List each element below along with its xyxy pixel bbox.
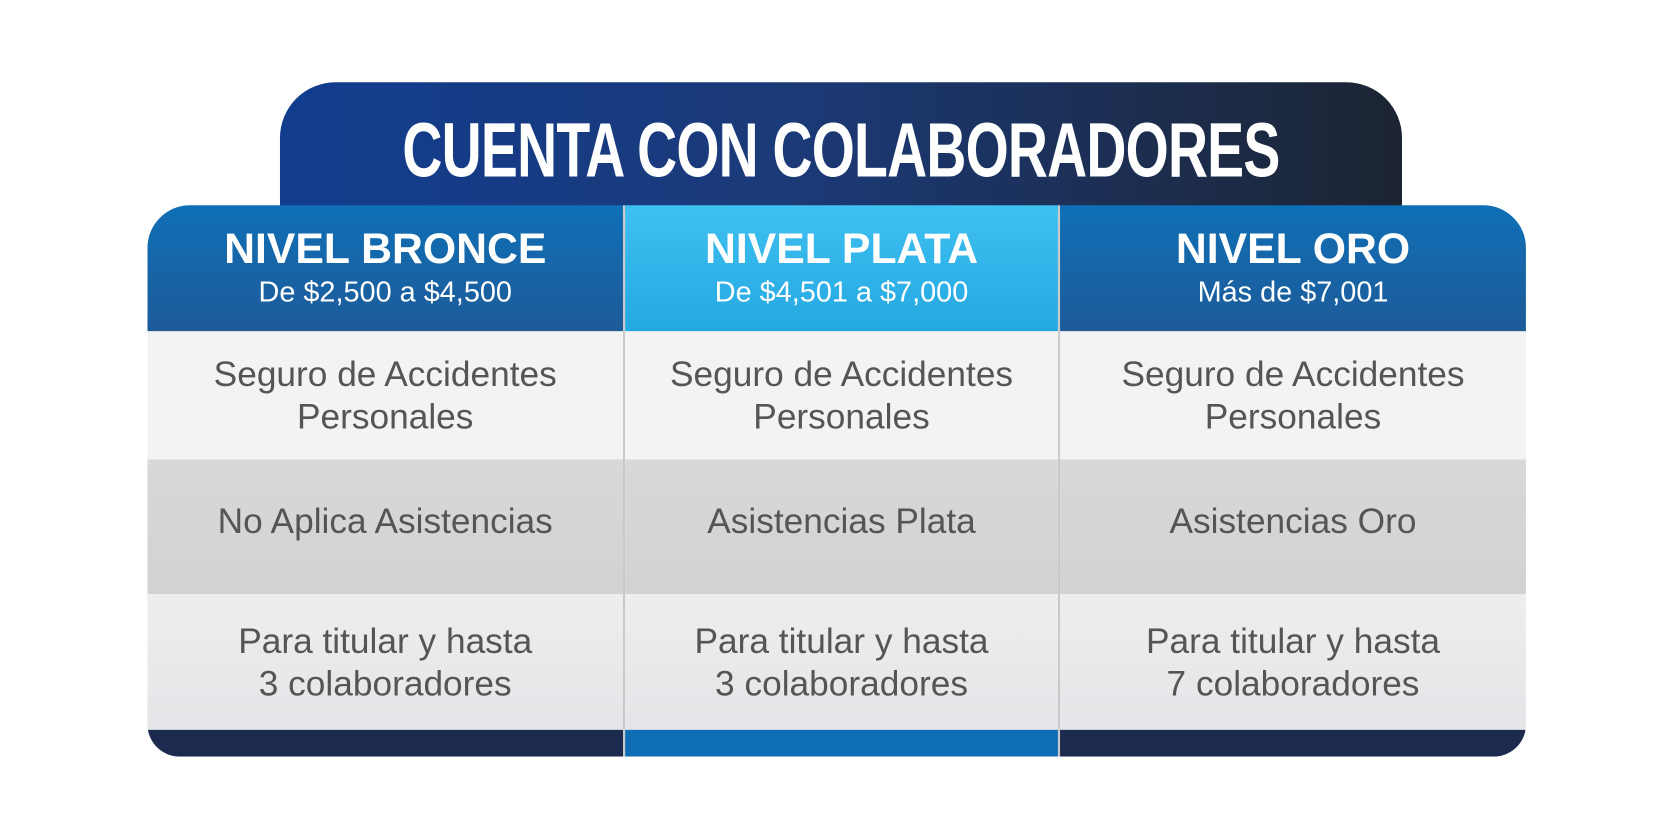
cobertura-line-1: Para titular y hasta	[238, 620, 533, 660]
seguro-cell: Seguro de Accidentes Personales	[625, 331, 1058, 460]
seguro-cell: Seguro de Accidentes Personales	[147, 331, 623, 460]
level-range: De $4,501 a $7,000	[714, 275, 969, 308]
column-footer	[1060, 729, 1526, 757]
cobertura-line-1: Para titular y hasta	[1145, 620, 1441, 660]
seguro-cell: Seguro de Accidentes Personales	[1060, 331, 1526, 460]
cobertura-line-2: 3 colaboradores	[715, 663, 968, 703]
title-banner: CUENTA CON COLABORADORES	[279, 82, 1403, 211]
asistencias-text: Asistencias Oro	[1169, 501, 1417, 541]
level-column-bronce: NIVEL BRONCE De $2,500 a $4,500 Seguro d…	[147, 205, 626, 757]
level-range: De $2,500 a $4,500	[258, 275, 512, 308]
asistencias-cell: Asistencias Plata	[625, 459, 1058, 595]
page-title: CUENTA CON COLABORADORES	[402, 107, 1280, 194]
column-footer	[147, 729, 623, 757]
cobertura-cell: Para titular y hasta 3 colaboradores	[147, 594, 623, 730]
cobertura-line-2: 3 colaboradores	[258, 663, 512, 703]
seguro-text: Seguro de Accidentes Personales	[1121, 353, 1465, 436]
seguro-text: Seguro de Accidentes Personales	[669, 353, 1014, 436]
level-header: NIVEL BRONCE De $2,500 a $4,500	[147, 205, 623, 332]
level-name: NIVEL BRONCE	[224, 225, 547, 273]
cobertura-cell: Para titular y hasta 7 colaboradores	[1060, 594, 1526, 730]
level-column-oro: NIVEL ORO Más de $7,001 Seguro de Accide…	[1060, 205, 1526, 757]
cobertura-line-2: 7 colaboradores	[1166, 663, 1420, 703]
asistencias-text: Asistencias Plata	[707, 501, 976, 541]
asistencias-cell: Asistencias Oro	[1060, 459, 1526, 595]
level-range: Más de $7,001	[1197, 275, 1389, 308]
level-header: NIVEL PLATA De $4,501 a $7,000	[625, 205, 1058, 332]
cobertura-line-1: Para titular y hasta	[694, 620, 989, 660]
level-header: NIVEL ORO Más de $7,001	[1060, 205, 1526, 332]
asistencias-text: No Aplica Asistencias	[217, 501, 553, 541]
level-name: NIVEL ORO	[1175, 225, 1411, 273]
cobertura-cell: Para titular y hasta 3 colaboradores	[625, 594, 1058, 730]
seguro-text: Seguro de Accidentes Personales	[213, 353, 557, 436]
levels-table: NIVEL BRONCE De $2,500 a $4,500 Seguro d…	[147, 205, 1526, 757]
level-column-plata: NIVEL PLATA De $4,501 a $7,000 Seguro de…	[625, 205, 1061, 757]
level-name: NIVEL PLATA	[704, 225, 979, 273]
asistencias-cell: No Aplica Asistencias	[147, 459, 623, 595]
column-footer	[625, 729, 1058, 757]
